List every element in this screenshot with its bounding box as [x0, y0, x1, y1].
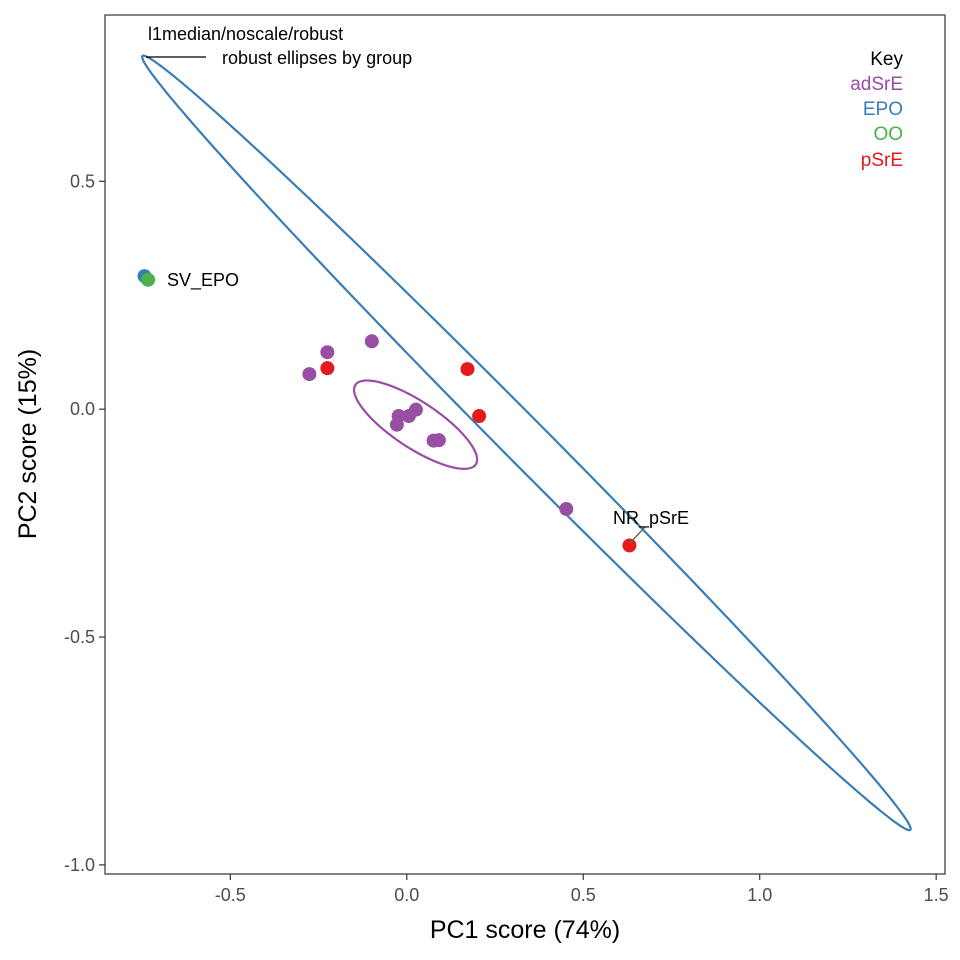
x-tick-label-0: -0.5 — [215, 885, 246, 905]
plot-panel — [104, 14, 946, 875]
x-tick-label-3: 1.0 — [747, 885, 772, 905]
x-axis-ticks: -0.5 0.0 0.5 1.0 1.5 — [215, 874, 949, 905]
point-label-sv-epo: SV_EPO — [167, 270, 239, 291]
y-axis-title: PC2 score (15%) — [14, 349, 42, 539]
point-adsre-9 — [431, 433, 446, 448]
point-adsre-7 — [408, 402, 423, 417]
legend-entry-adsre: adSrE — [850, 74, 903, 95]
point-psre-4 — [622, 538, 637, 553]
point-adsre-10 — [559, 501, 574, 516]
x-axis-title: PC1 score (74%) — [430, 916, 620, 944]
point-adsre-5 — [391, 409, 406, 424]
point-psre-1 — [320, 361, 335, 376]
point-oo-1 — [141, 272, 156, 287]
point-adsre-1 — [320, 345, 335, 360]
x-tick-label-2: 0.5 — [571, 885, 596, 905]
legend-title: Key — [870, 49, 903, 70]
legend-entry-psre: pSrE — [861, 150, 903, 171]
point-adsre-3 — [364, 334, 379, 349]
point-layer — [137, 269, 637, 553]
annotation-title-line2: robust ellipses by group — [222, 48, 412, 68]
point-label-leader-nr-psre — [629, 526, 646, 544]
method-annotation: l1median/noscale/robust robust ellipses … — [146, 24, 412, 68]
x-tick-label-4: 1.5 — [924, 885, 949, 905]
point-psre-2 — [460, 362, 475, 377]
y-axis-ticks: -1.0 -0.5 0.0 0.5 — [64, 171, 105, 875]
y-tick-label-0: -1.0 — [64, 855, 95, 875]
legend-entry-epo: EPO — [863, 99, 903, 120]
legend: Key adSrE EPO OO pSrE — [850, 49, 903, 171]
ellipse-adsre — [352, 379, 479, 470]
y-tick-label-3: 0.5 — [70, 171, 95, 191]
x-tick-label-1: 0.0 — [394, 885, 419, 905]
point-label-nr-psre: NR_pSrE — [613, 508, 689, 529]
annotation-title-line1: l1median/noscale/robust — [148, 24, 343, 44]
point-psre-3 — [472, 409, 487, 424]
point-adsre-2 — [302, 367, 317, 382]
legend-entry-oo: OO — [873, 124, 903, 145]
y-tick-label-2: 0.0 — [70, 399, 95, 419]
ellipse-layer — [141, 54, 912, 832]
ellipse-epo — [141, 54, 912, 832]
y-tick-label-1: -0.5 — [64, 627, 95, 647]
